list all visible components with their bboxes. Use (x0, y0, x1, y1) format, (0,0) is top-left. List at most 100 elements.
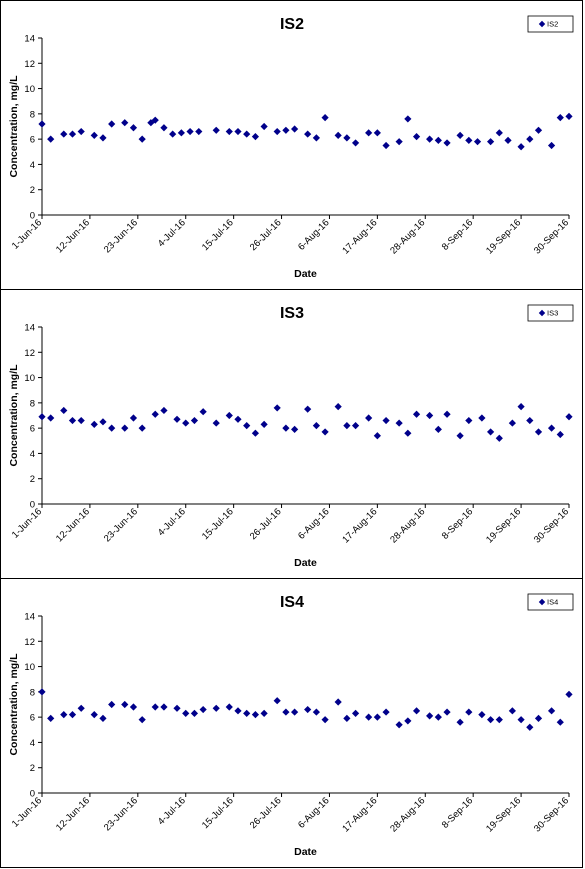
data-point (412, 707, 421, 715)
x-tick-label: 6-Aug-16 (296, 217, 331, 252)
data-point (273, 697, 281, 705)
data-point (556, 430, 564, 439)
y-tick-label: 0 (30, 500, 35, 511)
x-axis-label: Date (294, 268, 317, 280)
data-point (138, 135, 146, 143)
data-point (321, 114, 329, 122)
data-point (456, 432, 464, 440)
data-point (395, 721, 403, 729)
x-tick-label: 28-Aug-16 (388, 506, 427, 545)
data-point (225, 411, 233, 420)
x-tick-label: 23-Jun-16 (102, 217, 140, 255)
data-point (260, 420, 268, 428)
data-point (77, 127, 85, 136)
legend: IS4 (527, 593, 574, 611)
data-point (282, 126, 290, 134)
data-point (443, 410, 451, 418)
data-point (373, 432, 381, 440)
data-point (343, 134, 351, 142)
data-point (343, 422, 351, 430)
data-point (212, 704, 220, 712)
data-point (212, 419, 220, 427)
data-point (169, 130, 177, 138)
data-point (456, 131, 464, 139)
data-point (517, 403, 525, 411)
legend-label: IS4 (547, 598, 558, 607)
data-point (99, 134, 107, 142)
x-tick-label: 1-Jun-16 (10, 795, 44, 829)
x-tick-label: 15-Jul-16 (200, 795, 236, 831)
data-point (282, 424, 290, 432)
data-point (534, 714, 543, 723)
x-tick-label: 28-Aug-16 (388, 217, 427, 256)
x-tick-label: 12-Jun-16 (54, 795, 92, 833)
data-point (426, 712, 434, 720)
y-tick-label: 14 (24, 323, 35, 334)
chart-title: IS3 (280, 305, 304, 322)
data-point (77, 704, 85, 712)
data-point (334, 698, 342, 706)
data-point (495, 434, 503, 442)
data-point (504, 136, 512, 145)
data-point (321, 428, 329, 436)
y-tick-label: 4 (30, 160, 35, 171)
data-point (412, 410, 421, 418)
data-point (129, 124, 138, 132)
data-point (108, 700, 116, 709)
data-point (434, 425, 442, 434)
data-point (90, 131, 98, 139)
data-point (291, 125, 299, 133)
chart-panel-is2: IS2 IS2 0 2 4 6 8 10 12 14 1-Jun-16 12-Jun-16 23-Jun… (0, 0, 583, 290)
data-point (129, 703, 138, 711)
data-point (38, 413, 46, 421)
legend-box (527, 15, 574, 33)
data-point (151, 703, 159, 711)
data-point (426, 411, 434, 420)
data-point (443, 708, 451, 716)
data-point (251, 429, 260, 437)
data-point (199, 705, 207, 714)
data-point (517, 716, 525, 724)
x-tick-label: 30-Sep-16 (532, 506, 571, 545)
data-point (160, 406, 168, 415)
data-point (547, 424, 556, 432)
data-point (426, 135, 434, 143)
data-point (478, 414, 486, 422)
x-tick-label: 12-Jun-16 (54, 217, 92, 255)
y-tick-label: 8 (30, 398, 35, 409)
y-tick-label: 10 (24, 662, 35, 673)
x-tick-label: 6-Aug-16 (296, 506, 331, 541)
data-point (243, 422, 251, 430)
chart-is4: IS4 IS4 0 2 4 6 8 10 12 14 1-Jun-16 12-Jun-16 23-Jun… (8, 593, 574, 858)
data-point (465, 136, 473, 145)
y-tick-label: 2 (30, 185, 35, 196)
data-point (68, 416, 77, 425)
data-point (99, 418, 107, 426)
data-point (60, 711, 68, 719)
data-point (68, 711, 77, 719)
legend: IS2 (527, 15, 574, 33)
chart-is2: IS2 IS2 0 2 4 6 8 10 12 14 1-Jun-16 12-Jun-16 23-Jun… (8, 15, 574, 280)
data-point (395, 138, 403, 146)
data-point (304, 130, 312, 138)
data-point (487, 716, 495, 724)
x-tick-label: 8-Sep-16 (440, 506, 475, 541)
y-tick-label: 10 (24, 373, 35, 384)
data-point (190, 709, 199, 717)
data-point (243, 130, 251, 138)
y-tick-label: 2 (30, 474, 35, 485)
data-point (351, 709, 360, 717)
chart-panel-is4: IS4 IS4 0 2 4 6 8 10 12 14 1-Jun-16 12-Jun-16 23-Jun… (0, 578, 583, 868)
data-point (234, 707, 242, 715)
data-point (190, 416, 199, 425)
data-point (90, 420, 98, 428)
data-point (565, 413, 573, 421)
data-point (565, 690, 573, 698)
data-point (304, 705, 312, 714)
x-tick-label: 4-Jul-16 (156, 506, 188, 538)
data-point (365, 414, 373, 422)
data-point (412, 133, 421, 141)
x-tick-label: 12-Jun-16 (54, 506, 92, 544)
data-point (526, 416, 534, 425)
legend-box (527, 593, 574, 611)
